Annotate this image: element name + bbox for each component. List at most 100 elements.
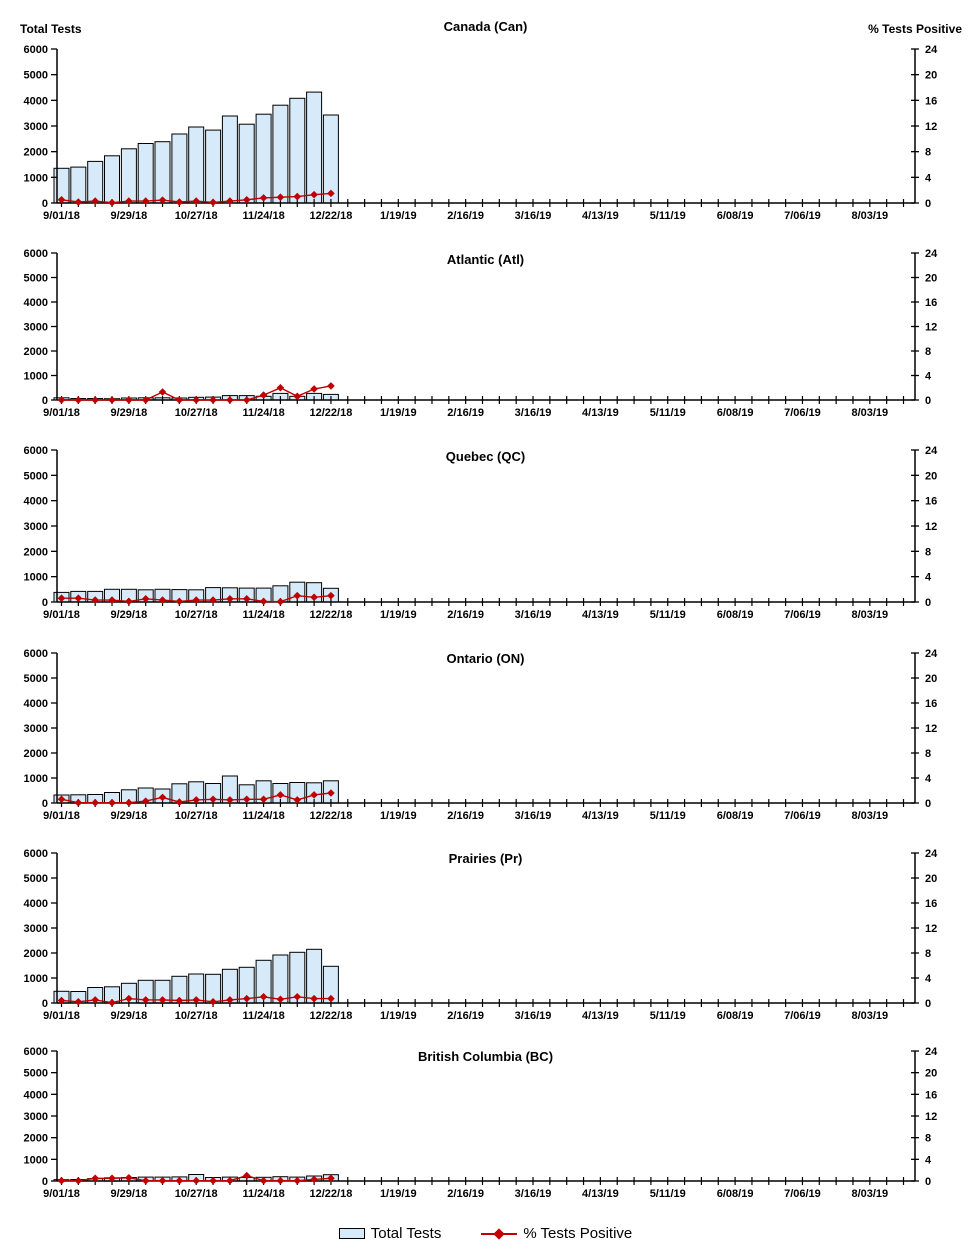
x-axis-date-label: 6/08/19 (717, 810, 754, 822)
x-axis-date-label: 8/03/19 (851, 210, 888, 222)
x-axis-date-label: 10/27/18 (175, 1010, 218, 1022)
right-tick-label: 16 (925, 698, 937, 710)
pct-positive-diamond (74, 798, 83, 807)
right-tick-label: 12 (925, 322, 937, 334)
left-tick-label: 3000 (24, 322, 48, 334)
pct-positive-diamond (57, 594, 66, 602)
right-tick-label: 0 (925, 998, 931, 1010)
left-tick-label: 1000 (24, 1154, 48, 1166)
pct-positive-diamond (327, 189, 335, 198)
pct-positive-diamond (57, 195, 66, 204)
pct-positive-diamond (57, 795, 66, 804)
right-tick-label: 24 (925, 648, 938, 660)
pct-positive-diamond (293, 392, 302, 401)
line-diamond-icon (481, 1227, 518, 1240)
pct-positive-diamond (74, 594, 83, 602)
right-tick-label: 20 (925, 470, 937, 482)
pct-positive-diamond (158, 388, 167, 396)
x-axis-date-label: 1/19/19 (380, 1188, 417, 1200)
left-tick-label: 1000 (24, 172, 48, 184)
right-tick-label: 12 (925, 723, 937, 735)
x-axis-date-label: 2/16/19 (447, 1010, 484, 1022)
right-tick-label: 20 (925, 873, 937, 885)
x-axis-date-label: 9/01/18 (43, 1188, 80, 1200)
right-tick-label: 16 (925, 95, 937, 107)
x-axis-date-label: 7/06/19 (784, 210, 821, 222)
pct-positive-diamond (310, 593, 318, 602)
left-tick-label: 6000 (24, 848, 48, 860)
pct-positive-diamond (293, 591, 302, 600)
pct-positive-diamond (125, 994, 133, 1003)
x-axis-date-label: 11/24/18 (242, 1010, 284, 1022)
x-axis-date-label: 6/08/19 (717, 1010, 754, 1022)
panel-title-canada: Canada (Can) (443, 19, 528, 34)
pct-positive-diamond (141, 797, 150, 805)
right-tick-label: 12 (925, 121, 937, 133)
x-axis-date-label: 8/03/19 (851, 810, 888, 822)
x-axis-date-label: 7/06/19 (784, 1010, 821, 1022)
pct-positive-diamond (108, 998, 116, 1007)
right-tick-label: 0 (925, 597, 931, 609)
total-tests-bar (154, 141, 171, 204)
left-tick-label: 3000 (24, 723, 48, 735)
left-tick-label: 1000 (24, 572, 48, 584)
total-tests-bar (171, 133, 188, 204)
right-tick-label: 20 (925, 1068, 937, 1080)
pct-positive-diamond (158, 793, 167, 802)
pct-positive-diamond (327, 994, 335, 1003)
left-tick-label: 2000 (24, 346, 48, 358)
panel-title-prairies: Prairies (Pr) (448, 851, 523, 866)
x-axis-date-label: 1/19/19 (380, 609, 417, 621)
x-axis-date-label: 4/13/19 (582, 609, 619, 621)
legend-pct-positive-label: % Tests Positive (523, 1225, 633, 1242)
pct-positive-diamond (175, 396, 184, 404)
left-tick-label: 5000 (24, 873, 48, 885)
pct-positive-diamond (209, 596, 217, 604)
x-axis-date-label: 5/11/19 (650, 210, 686, 222)
left-tick-label: 5000 (24, 673, 48, 685)
x-axis-date-label: 12/22/18 (310, 210, 353, 222)
left-tick-label: 4000 (24, 1089, 48, 1101)
left-tick-label: 5000 (24, 70, 48, 82)
left-tick-label: 2000 (24, 948, 48, 960)
x-axis-date-label: 6/08/19 (717, 210, 754, 222)
pct-positive-diamond (74, 198, 83, 206)
right-tick-label: 16 (925, 297, 937, 309)
right-tick-label: 24 (925, 44, 938, 56)
x-axis-date-label: 10/27/18 (175, 1188, 218, 1200)
left-tick-label: 2000 (24, 147, 48, 159)
right-tick-label: 8 (925, 748, 931, 760)
pct-positive-diamond (91, 798, 99, 807)
total-tests-bar (306, 91, 323, 204)
x-axis-date-label: 8/03/19 (851, 1188, 888, 1200)
x-axis-date-label: 4/13/19 (582, 407, 619, 419)
legend-diamond (493, 1227, 505, 1240)
x-axis-date-label: 8/03/19 (851, 407, 888, 419)
left-tick-label: 6000 (24, 445, 48, 457)
x-axis-date-label: 12/22/18 (310, 810, 353, 822)
x-axis-date-label: 6/08/19 (717, 407, 754, 419)
total-tests-bar (255, 113, 272, 204)
total-tests-bar (87, 160, 104, 204)
pct-positive-diamond (259, 391, 268, 399)
panel-title-british-columbia: British Columbia (BC) (417, 1049, 554, 1064)
pct-positive-diamond (158, 996, 167, 1004)
pct-positive-diamond (259, 992, 268, 1001)
pct-positive-diamond (175, 996, 184, 1005)
pct-positive-diamond (327, 591, 335, 600)
x-axis-date-label: 3/16/19 (515, 1188, 552, 1200)
pct-positive-diamond (108, 798, 116, 807)
pct-positive-diamond (74, 396, 83, 404)
pct-positive-diamond (293, 992, 302, 1001)
x-axis-date-label: 1/19/19 (380, 407, 417, 419)
right-tick-label: 24 (925, 848, 938, 860)
pct-positive-diamond (192, 796, 201, 804)
x-axis-date-label: 2/16/19 (447, 609, 484, 621)
x-axis-date-label: 9/29/18 (111, 210, 148, 222)
left-tick-label: 5000 (24, 1068, 48, 1080)
left-tick-label: 0 (42, 998, 48, 1010)
left-tick-label: 0 (42, 1176, 48, 1188)
pct-positive-diamond (74, 997, 83, 1006)
right-tick-label: 0 (925, 395, 931, 407)
x-axis-date-label: 8/03/19 (851, 609, 888, 621)
